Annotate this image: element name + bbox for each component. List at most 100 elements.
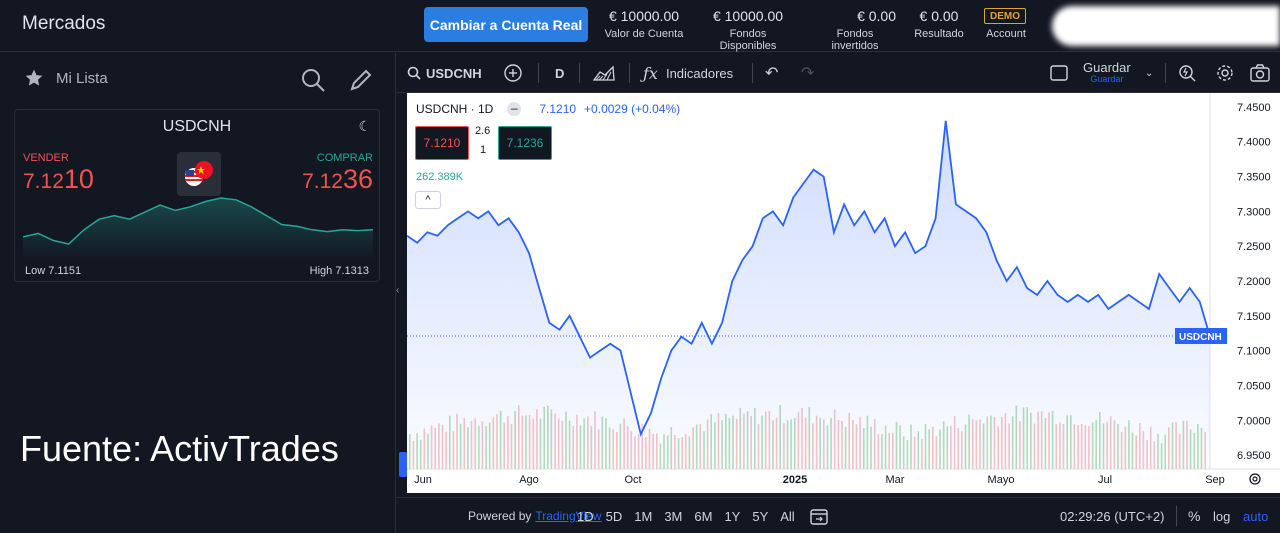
y-tick-label: 7.1000 <box>1237 346 1271 358</box>
high-price: High 7.1313 <box>309 265 369 277</box>
x-tick-label: Mar <box>886 474 905 486</box>
symbol-search-button[interactable]: USDCNH <box>407 53 482 93</box>
x-tick-label: 2025 <box>783 474 807 486</box>
chart-toolbar: USDCNH D ƒx Indicadores ↶ ↷ Guardar Guar… <box>397 53 1280 93</box>
instrument-card[interactable]: USDCNH ☾ VENDER COMPRAR 7.1210 7.1236 <box>14 109 380 282</box>
source-watermark: Fuente: ActivTrades <box>20 428 339 469</box>
stat-label: Fondos Disponibles <box>719 28 777 52</box>
legend-price: 7.1210 <box>539 102 577 116</box>
price-axis[interactable] <box>1210 93 1280 493</box>
range-5y[interactable]: 5Y <box>752 508 769 524</box>
date-range-calendar-icon[interactable] <box>809 498 829 533</box>
save-layout-button[interactable]: Guardar Guardar <box>1083 53 1131 93</box>
buy-price-big: 36 <box>342 164 373 194</box>
settings-gear-icon[interactable] <box>1215 53 1235 93</box>
chart-type-area-icon[interactable] <box>593 53 615 93</box>
toolbar-divider <box>629 63 630 83</box>
collapse-panel-chevron-icon[interactable]: ‹ <box>396 285 400 296</box>
sparkline-area <box>23 198 373 260</box>
y-tick-label: 7.0500 <box>1237 380 1271 392</box>
toolbar-divider <box>579 63 580 83</box>
range-1y[interactable]: 1Y <box>724 508 741 524</box>
chart-canvas[interactable]: 7.4500 7.4000 7.3500 7.3000 7.2500 7.2000 7.15… <box>407 93 1280 493</box>
function-fx-icon: ƒx <box>643 63 658 83</box>
redo-icon[interactable]: ↷ <box>801 65 815 82</box>
price-area <box>407 120 1210 470</box>
chart-legend: USDCNH · 1D – 7.1210 +0.0029 (+0.04%) <box>416 102 680 116</box>
app-title: Mercados <box>22 13 106 34</box>
y-tick-label: 7.4500 <box>1237 102 1271 114</box>
range-1d[interactable]: 1D <box>577 508 594 524</box>
legend-symbol: USDCNH · 1D <box>416 102 494 116</box>
spread-value: 2.6 <box>475 125 491 137</box>
camera-screenshot-icon[interactable] <box>1249 53 1271 93</box>
quick-search-icon[interactable] <box>1177 53 1197 93</box>
buy-label: COMPRAR <box>316 152 373 164</box>
sell-label: VENDER <box>23 152 69 164</box>
toolbar-divider <box>1176 506 1177 526</box>
last-price-tag <box>1175 328 1227 345</box>
y-tick-label: 7.0000 <box>1237 415 1271 427</box>
x-tick-label: Oct <box>624 474 641 486</box>
y-tick-label: 7.3000 <box>1237 206 1271 218</box>
save-options-chevron-down-icon[interactable]: ⌄ <box>1145 67 1154 79</box>
undo-icon[interactable]: ↶ <box>765 65 779 82</box>
log-scale-toggle[interactable]: log <box>1213 508 1231 524</box>
stat-value: € 0.00 <box>857 8 896 24</box>
tradingview-link[interactable]: TradingView <box>535 509 602 523</box>
usd-cnh-flag-icon <box>177 152 221 196</box>
stat-result: € 0.00 Resultado <box>912 8 966 40</box>
layout-square-icon[interactable] <box>1049 53 1069 93</box>
stat-label: Resultado <box>914 28 964 40</box>
range-selector: 1D 5D 1M 3M 6M 1Y 5Y All <box>577 498 795 533</box>
price-chart[interactable]: 7.4500 7.4000 7.3500 7.3000 7.2500 7.2000 7.15… <box>407 93 1280 493</box>
toolbar-divider <box>752 63 753 83</box>
buy-box[interactable]: 7.1236 <box>498 126 552 160</box>
range-5d[interactable]: 5D <box>605 508 623 524</box>
top-bar: Mercados Cambiar a Cuenta Real € 10000.0… <box>0 0 1280 52</box>
interval-button[interactable]: D <box>555 65 565 81</box>
indicators-button[interactable]: ƒx Indicadores <box>643 53 733 93</box>
axis-settings-icon[interactable] <box>1249 473 1261 485</box>
range-1m[interactable]: 1M <box>634 508 653 524</box>
collapse-indicators-chevron-up-icon[interactable]: ^ <box>415 191 441 209</box>
stat-value: € 0.00 <box>919 8 959 24</box>
stat-value: € 10000.00 <box>712 8 784 24</box>
panel-handle[interactable] <box>399 452 407 477</box>
switch-to-real-account-button[interactable]: Cambiar a Cuenta Real <box>424 7 588 42</box>
range-all[interactable]: All <box>780 508 795 524</box>
x-tick-label: Mayo <box>988 474 1015 486</box>
watchlist-header[interactable]: Mi Lista <box>24 68 108 88</box>
blurred-user-info <box>1052 6 1280 46</box>
star-icon <box>25 69 43 86</box>
watchlist-panel: Mi Lista USDCNH ☾ VENDER COMPRAR 7.1210 … <box>0 53 396 533</box>
stat-account-value: € 10000.00 Valor de Cuenta <box>604 8 684 40</box>
market-closed-moon-icon: ☾ <box>358 118 371 134</box>
buy-price-button[interactable]: 7.1236 <box>302 164 373 195</box>
toolbar-symbol: USDCNH <box>426 65 482 81</box>
chart-bottom-bar: Powered by TradingView 1D 5D 1M 3M 6M 1Y… <box>397 497 1280 533</box>
compare-plus-icon[interactable] <box>503 53 523 93</box>
sell-price-big: 10 <box>63 164 94 194</box>
search-icon[interactable] <box>300 67 326 93</box>
instrument-symbol: USDCNH <box>162 118 232 135</box>
y-tick-label: 7.3500 <box>1237 172 1271 184</box>
save-label: Guardar <box>1083 59 1131 75</box>
buy-price-small: 7.12 <box>302 170 343 193</box>
sparkline-line <box>23 197 373 245</box>
collapse-legend-minus-icon[interactable]: – <box>507 102 522 116</box>
range-3m[interactable]: 3M <box>664 508 683 524</box>
percent-scale-toggle[interactable]: % <box>1188 508 1201 524</box>
sell-price-button[interactable]: 7.1210 <box>23 164 94 195</box>
edit-pencil-icon[interactable] <box>348 67 374 93</box>
volume-value: 262.389K <box>416 171 464 183</box>
price-line <box>407 120 1211 437</box>
auto-scale-toggle[interactable]: auto <box>1243 508 1269 524</box>
y-tick-label: 6.9500 <box>1237 450 1271 462</box>
sell-box[interactable]: 7.1210 <box>415 126 469 160</box>
clock-timezone[interactable]: 02:29:26 (UTC+2) <box>1060 508 1165 524</box>
x-tick-label: Ago <box>519 474 539 486</box>
x-tick-label: Jun <box>414 474 432 486</box>
range-6m[interactable]: 6M <box>694 508 713 524</box>
save-sublabel: Guardar <box>1090 74 1124 85</box>
